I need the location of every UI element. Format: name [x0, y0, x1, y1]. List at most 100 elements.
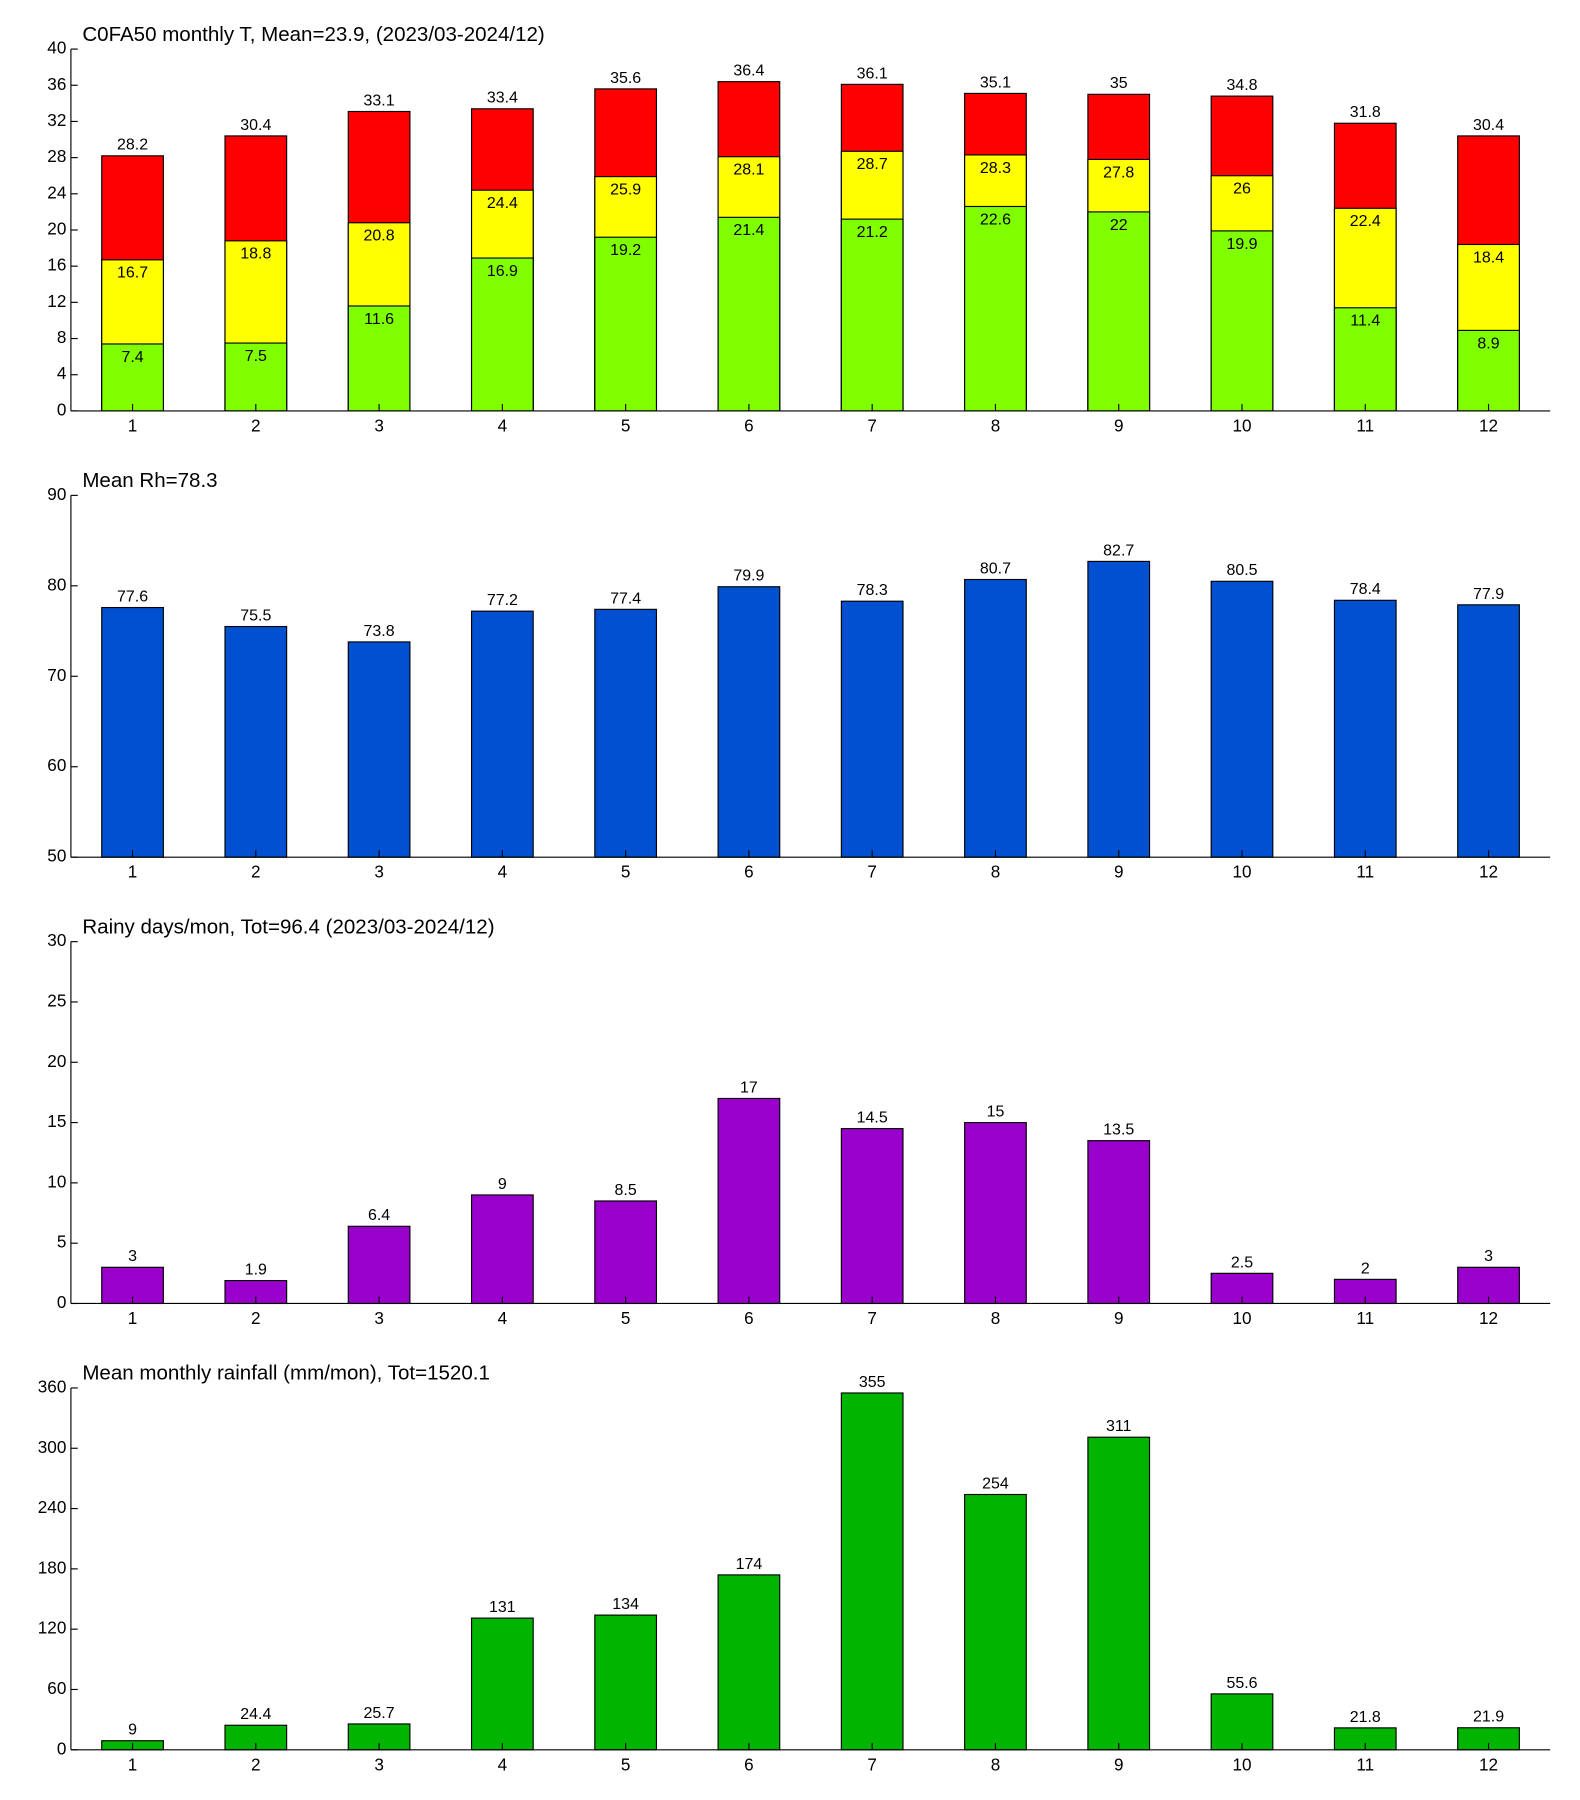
value-label: 16.7 — [117, 265, 148, 282]
y-tick-label: 120 — [38, 1619, 67, 1638]
y-tick-label: 20 — [47, 220, 66, 239]
value-label: 33.1 — [364, 92, 395, 109]
bar — [594, 1614, 658, 1751]
x-tick-label: 7 — [867, 1309, 877, 1328]
x-tick-label: 4 — [498, 863, 508, 882]
value-label: 36.1 — [857, 65, 888, 82]
bar — [964, 578, 1027, 858]
y-tick-label: 40 — [47, 39, 66, 58]
bar — [1210, 230, 1274, 412]
value-label: 21.2 — [857, 224, 888, 241]
y-tick-label: 50 — [47, 847, 66, 866]
value-label: 22.4 — [1350, 213, 1381, 230]
x-tick-label: 10 — [1232, 1309, 1251, 1328]
bar — [470, 1194, 534, 1305]
x-tick-label: 8 — [991, 416, 1001, 435]
value-label: 19.9 — [1226, 236, 1257, 253]
value-label: 7.4 — [121, 349, 143, 366]
x-tick-label: 4 — [498, 1309, 508, 1328]
bar — [1087, 211, 1151, 412]
x-tick-label: 11 — [1356, 863, 1374, 882]
bar — [717, 586, 781, 858]
value-label: 34.8 — [1226, 77, 1257, 94]
value-label: 77.6 — [117, 588, 148, 605]
bar — [964, 205, 1027, 412]
x-tick-label: 10 — [1232, 1755, 1251, 1774]
bar — [470, 257, 534, 412]
y-tick-label: 300 — [38, 1438, 67, 1457]
value-label: 18.8 — [240, 246, 271, 263]
x-tick-label: 9 — [1114, 1309, 1124, 1328]
value-label: 30.4 — [1473, 117, 1504, 134]
y-tick-label: 25 — [47, 991, 66, 1010]
chart-title: C0FA50 monthly T, Mean=23.9, (2023/03-20… — [82, 23, 544, 46]
bar — [1333, 307, 1397, 412]
bar — [964, 1493, 1027, 1751]
bar — [1457, 604, 1520, 858]
value-label: 22 — [1110, 217, 1128, 234]
x-tick-label: 11 — [1356, 1755, 1374, 1774]
value-label: 21.8 — [1350, 1709, 1381, 1726]
value-label: 77.2 — [487, 592, 518, 609]
value-label: 355 — [859, 1374, 886, 1391]
x-tick-label: 11 — [1356, 1309, 1374, 1328]
value-label: 77.9 — [1473, 586, 1504, 603]
x-tick-label: 8 — [991, 1755, 1001, 1774]
x-tick-label: 8 — [991, 863, 1001, 882]
value-label: 21.4 — [733, 222, 764, 239]
value-label: 78.3 — [857, 582, 888, 599]
value-label: 24.4 — [240, 1706, 271, 1723]
y-tick-label: 60 — [47, 756, 66, 775]
value-label: 8.5 — [615, 1182, 637, 1199]
bar — [470, 1617, 534, 1751]
x-tick-label: 7 — [867, 1755, 877, 1774]
bar — [1087, 1436, 1151, 1751]
x-tick-label: 1 — [128, 416, 138, 435]
x-tick-label: 1 — [128, 1309, 138, 1328]
value-label: 14.5 — [857, 1110, 888, 1127]
x-tick-label: 3 — [374, 863, 384, 882]
x-tick-label: 5 — [621, 1755, 631, 1774]
y-tick-label: 70 — [47, 666, 66, 685]
bar — [594, 236, 658, 412]
value-label: 26 — [1233, 181, 1251, 198]
value-label: 77.4 — [610, 590, 641, 607]
x-tick-label: 7 — [867, 416, 877, 435]
value-label: 25.7 — [364, 1705, 395, 1722]
value-label: 80.7 — [980, 560, 1011, 577]
bar — [840, 1128, 904, 1305]
x-tick-label: 5 — [621, 863, 631, 882]
y-tick-label: 0 — [57, 400, 67, 419]
y-tick-label: 60 — [47, 1679, 66, 1698]
value-label: 25.9 — [610, 182, 641, 199]
value-label: 9 — [498, 1176, 507, 1193]
y-tick-label: 30 — [47, 931, 66, 950]
value-label: 28.2 — [117, 137, 148, 154]
chart-title: Rainy days/mon, Tot=96.4 (2023/03-2024/1… — [82, 915, 494, 938]
bar — [1210, 1693, 1274, 1751]
x-tick-label: 12 — [1479, 863, 1498, 882]
value-label: 11.4 — [1350, 313, 1380, 330]
bar — [224, 625, 288, 858]
y-tick-label: 12 — [47, 292, 66, 311]
y-tick-label: 0 — [57, 1739, 67, 1758]
bar — [594, 608, 658, 858]
bar — [470, 610, 534, 858]
x-tick-label: 3 — [374, 1755, 384, 1774]
bar — [717, 1574, 781, 1751]
x-tick-label: 6 — [744, 416, 754, 435]
value-label: 254 — [982, 1475, 1009, 1492]
x-tick-label: 3 — [374, 1309, 384, 1328]
value-label: 15 — [987, 1104, 1005, 1121]
value-label: 11.6 — [364, 311, 394, 328]
value-label: 30.4 — [240, 117, 271, 134]
value-label: 3 — [128, 1248, 137, 1265]
value-label: 35.1 — [980, 74, 1011, 91]
x-tick-label: 4 — [498, 416, 508, 435]
value-label: 13.5 — [1103, 1122, 1134, 1139]
y-tick-label: 10 — [47, 1172, 66, 1191]
bar — [347, 641, 411, 858]
bar — [717, 216, 781, 412]
x-tick-label: 9 — [1114, 416, 1124, 435]
value-label: 36.4 — [733, 63, 764, 80]
